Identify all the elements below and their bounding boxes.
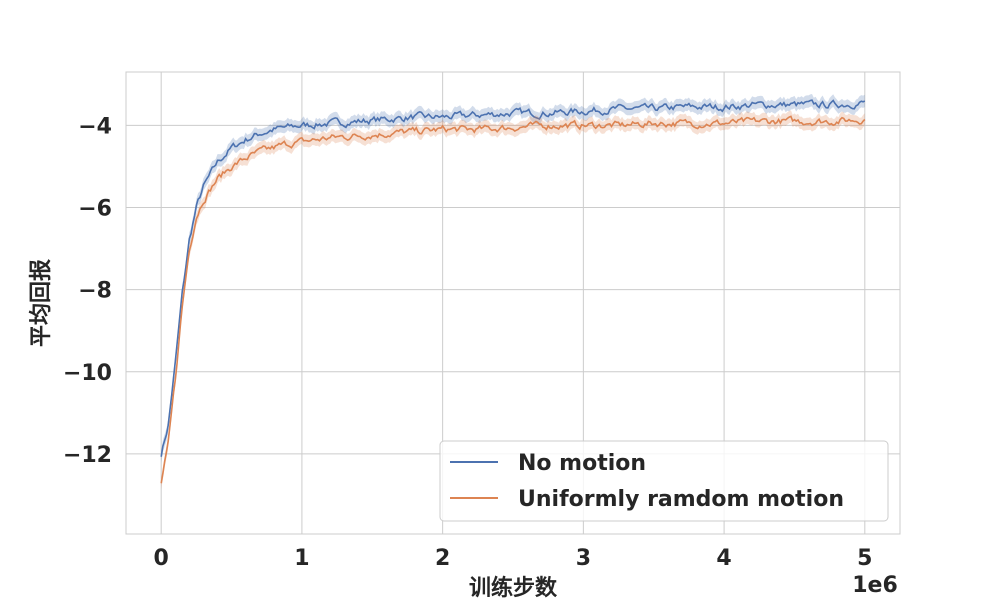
x-tick-label: 3 [576,546,591,571]
series-line-uniform-motion [160,115,866,484]
legend-label-no-motion: No motion [518,451,646,476]
x-tick-label: 1 [294,546,309,571]
y-tick-label: −6 [78,197,112,222]
y-axis-label: 平均回报 [28,259,54,347]
legend-label-uniform-motion: Uniformly ramdom motion [518,487,844,512]
x-tick-label: 2 [435,546,450,571]
x-tick-label: 5 [857,546,872,571]
x-tick-label: 4 [716,546,731,571]
y-tick-label: −8 [78,279,112,304]
legend: No motion Uniformly ramdom motion [439,440,889,522]
series-layer [160,94,866,490]
tick-labels: 0 1 2 3 4 5 −12 −10 −8 −6 −4 [63,114,873,571]
series-line-no-motion [160,99,866,457]
legend-box [439,440,889,522]
x-offset-label: 1e6 [852,573,898,598]
y-tick-label: −4 [78,114,112,139]
y-tick-label: −10 [63,361,112,386]
x-tick-label: 0 [154,546,169,571]
x-axis-label: 训练步数 [469,575,558,600]
y-tick-label: −12 [63,443,112,468]
